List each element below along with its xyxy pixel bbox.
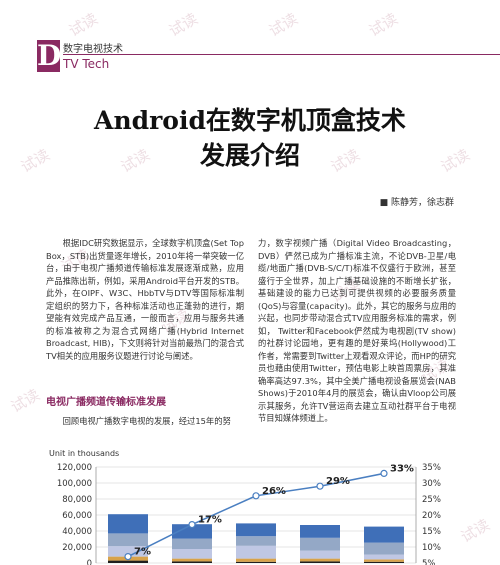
bar-segment bbox=[108, 514, 148, 534]
growth-label: 26% bbox=[262, 486, 286, 497]
growth-label: 33% bbox=[390, 463, 414, 474]
bar-segment bbox=[236, 545, 276, 559]
bar-segment bbox=[172, 538, 212, 549]
bar-segment bbox=[364, 554, 404, 560]
bar-segment bbox=[108, 533, 148, 547]
bar-segment bbox=[172, 561, 212, 563]
watermark-text: 试读 bbox=[7, 385, 43, 417]
chart-plot: 120,000 100,000 80,000 60,000 40,000 20,000 0 3… bbox=[57, 463, 441, 565]
y2-tick-label: 5% bbox=[422, 559, 436, 565]
y-tick-label: 120,000 bbox=[57, 463, 92, 473]
body-paragraph: 回顾电视广播数字电视的发展，经过15年的努 bbox=[62, 416, 231, 426]
bar-segment bbox=[108, 546, 148, 557]
bar-segment bbox=[364, 526, 404, 543]
y2-tick-label: 35% bbox=[422, 463, 441, 473]
body-column-right: 力，数字视频广播（Digital Video Broadcasting，DVB）… bbox=[258, 237, 456, 425]
bar-segment bbox=[364, 561, 404, 563]
growth-label: 17% bbox=[198, 515, 222, 526]
y-tick-label: 0 bbox=[87, 559, 92, 565]
bar-segment bbox=[364, 559, 404, 562]
body-paragraph: 根据IDC研究数据显示，全球数字机顶盒(Set Top Box，STB)出货量逐… bbox=[46, 238, 244, 361]
bar-segment bbox=[236, 523, 276, 537]
body-column-left: 根据IDC研究数据显示，全球数字机顶盒(Set Top Box，STB)出货量逐… bbox=[46, 237, 244, 362]
y-tick-label: 80,000 bbox=[62, 495, 92, 505]
growth-point bbox=[380, 469, 388, 477]
growth-label: 7% bbox=[134, 547, 151, 558]
growth-point bbox=[124, 552, 132, 561]
bar-segment bbox=[300, 558, 340, 562]
y2-tick-label: 10% bbox=[422, 543, 441, 553]
section-logo: D bbox=[37, 39, 62, 72]
bar-segment bbox=[172, 524, 212, 539]
bar-segment bbox=[300, 525, 340, 538]
section-subheading: 电视广播频道传输标准发展 bbox=[46, 397, 166, 408]
watermark-text: 试读 bbox=[457, 515, 493, 547]
growth-label: 29% bbox=[326, 476, 350, 487]
shipment-chart: Unit in thousands 120,000 100,000 80,000 60… bbox=[46, 447, 456, 565]
growth-point bbox=[316, 482, 324, 490]
section-title-en: TV Tech bbox=[63, 57, 110, 71]
article-title: Android在数字机顶盒技术 发展介绍 bbox=[0, 103, 500, 173]
title-line-2: 发展介绍 bbox=[199, 141, 300, 170]
section-header: D 数字电视技术 TV Tech bbox=[0, 0, 500, 80]
y2-tick-label: 30% bbox=[422, 479, 441, 489]
chart-ylabel: Unit in thousands bbox=[49, 449, 120, 458]
y-tick-label: 60,000 bbox=[62, 511, 92, 521]
y-tick-label: 20,000 bbox=[62, 543, 92, 553]
section-divider bbox=[63, 54, 500, 55]
bar-segment bbox=[300, 550, 340, 559]
bar-segment bbox=[364, 542, 404, 555]
article-authors: ■ 陈静芳，徐志群 bbox=[379, 198, 454, 208]
growth-point bbox=[188, 520, 196, 529]
bar-segment bbox=[236, 561, 276, 563]
y-tick-label: 100,000 bbox=[57, 479, 92, 489]
y2-tick-label: 15% bbox=[422, 527, 441, 537]
y2-tick-label: 20% bbox=[422, 511, 441, 521]
y-tick-label: 40,000 bbox=[62, 527, 92, 537]
bar-segment bbox=[172, 558, 212, 562]
body-paragraph: 力，数字视频广播（Digital Video Broadcasting，DVB）… bbox=[258, 238, 456, 423]
section-title-cn: 数字电视技术 bbox=[63, 44, 123, 55]
bar-segment bbox=[172, 549, 212, 559]
bar-segment bbox=[108, 560, 148, 563]
bar-segment bbox=[300, 537, 340, 551]
title-line-1: Android在数字机顶盒技术 bbox=[94, 106, 406, 135]
bar-segment bbox=[236, 558, 276, 562]
bar-segment bbox=[300, 561, 340, 563]
y2-tick-label: 25% bbox=[422, 495, 441, 505]
bar-segment bbox=[236, 536, 276, 546]
growth-point bbox=[252, 492, 260, 500]
